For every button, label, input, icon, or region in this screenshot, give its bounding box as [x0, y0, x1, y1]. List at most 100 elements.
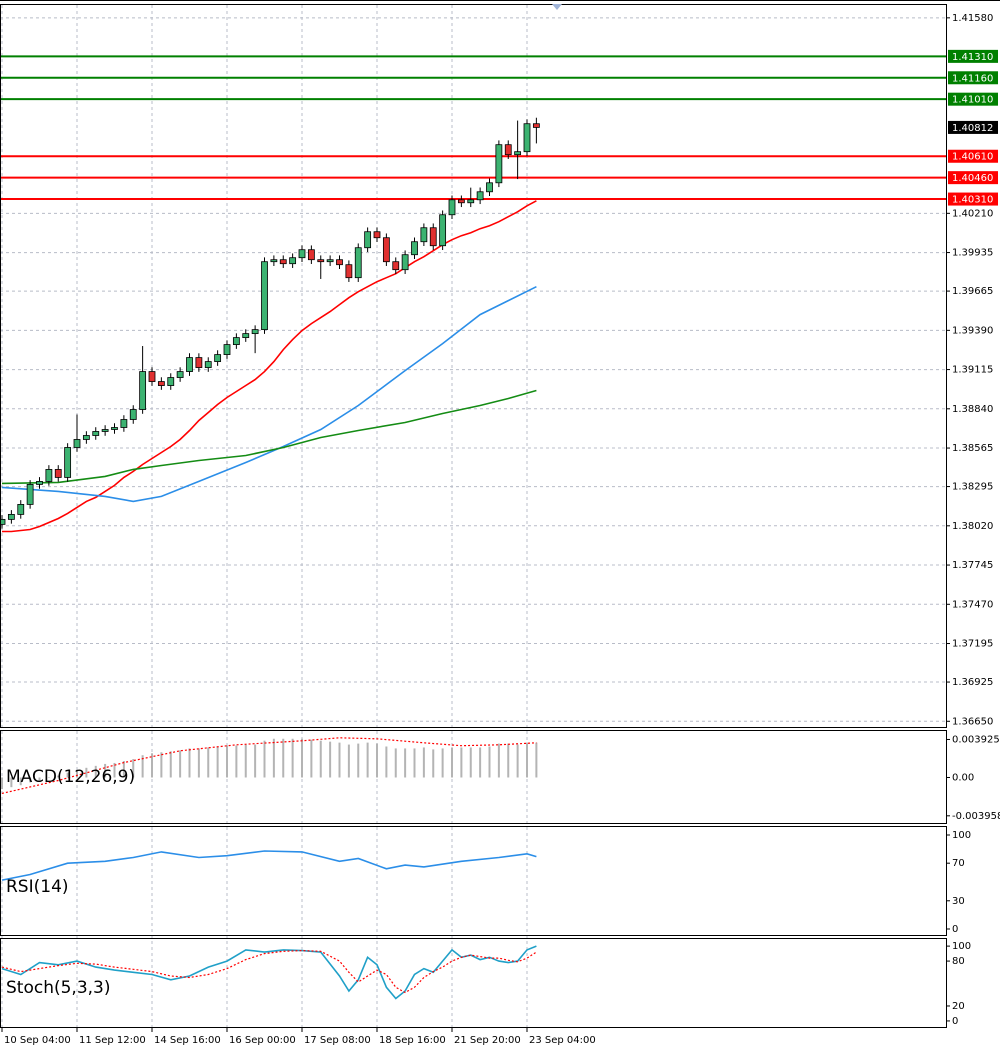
candle-body	[307, 249, 315, 261]
x-tick-label: 23 Sep 04:00	[529, 1035, 596, 1046]
candle-body	[429, 227, 437, 247]
macd-bar	[291, 738, 294, 778]
macd-bar	[347, 744, 350, 778]
candle-body	[467, 199, 475, 204]
macd-bar	[113, 762, 116, 778]
candle-body	[148, 371, 156, 382]
candle-body	[7, 513, 15, 520]
candle-body	[17, 504, 25, 515]
macd-bar	[507, 743, 510, 778]
candle-body	[186, 357, 193, 372]
pane-title: MACD(12,26,9)	[6, 767, 135, 787]
candle-body	[504, 144, 512, 156]
candle-body	[420, 227, 428, 243]
price-level-label: 1.40310	[952, 195, 993, 206]
macd-bar	[394, 748, 397, 778]
shift-marker	[552, 4, 562, 10]
candle-body	[54, 469, 62, 478]
y-tick-label: 20	[952, 1001, 965, 1012]
price-level-box	[948, 171, 998, 185]
macd-bar	[451, 747, 453, 778]
y-tick-label: 70	[952, 858, 965, 869]
candle-body	[111, 427, 118, 430]
macd-bar	[66, 772, 69, 778]
price-level-label: 1.41160	[952, 73, 993, 84]
macd-bar	[10, 777, 13, 788]
macd-bar	[282, 738, 285, 778]
y-tick-label: 30	[952, 896, 965, 907]
y-tick-label: 0	[952, 1016, 958, 1027]
macd-bar	[422, 747, 425, 778]
y-tick-label: 100	[952, 830, 971, 841]
y-tick-label: 80	[952, 956, 965, 967]
moving-average	[1, 285, 537, 503]
macd-bar	[76, 769, 78, 778]
y-tick-label: 100	[952, 941, 971, 952]
y-tick-label: 1.37745	[952, 560, 993, 571]
main-pane-frame	[0, 4, 947, 728]
macd-bar	[216, 746, 219, 778]
x-tick-label: 17 Sep 08:00	[304, 1035, 371, 1046]
candle-body	[223, 344, 231, 355]
macd-bar	[151, 753, 153, 778]
y-tick-label: 1.36650	[952, 716, 993, 727]
y-tick-label: 1.36925	[952, 677, 993, 688]
y-tick-label: 0.00	[952, 772, 974, 783]
candle-body	[139, 371, 147, 410]
candle-body	[195, 357, 203, 368]
last-price-label: 1.40812	[952, 123, 993, 134]
macd-bar	[197, 748, 200, 778]
price-level-label: 1.40460	[952, 173, 993, 184]
macd-bar	[38, 777, 41, 781]
macd-bar	[516, 744, 519, 778]
candle-body	[251, 329, 259, 335]
macd-bar	[404, 748, 407, 778]
price-level-label: 1.41010	[952, 95, 993, 106]
candle-body	[523, 123, 531, 153]
candle-body	[64, 447, 72, 478]
candle-body	[486, 182, 493, 193]
macd-bar	[460, 747, 463, 778]
macd-bar	[19, 777, 22, 786]
macd-bar	[535, 742, 538, 778]
macd-bar	[244, 744, 247, 778]
candle-body	[457, 199, 465, 204]
candle-body	[289, 257, 297, 265]
candle-body	[439, 214, 447, 247]
macd-bar	[338, 742, 341, 778]
macd-bar	[263, 740, 266, 778]
moving-average	[2, 200, 537, 533]
candle-body	[392, 261, 400, 271]
macd-bar	[432, 749, 435, 778]
y-tick-label: 1.39390	[952, 325, 993, 336]
mark-layer	[0, 55, 946, 1000]
x-tick-label: 11 Sep 12:00	[79, 1035, 146, 1046]
macd-bar	[226, 745, 228, 778]
price-level-label: 1.40610	[952, 152, 993, 163]
candle-body	[495, 144, 503, 184]
macd-bar	[319, 740, 322, 778]
candle-body	[261, 261, 268, 331]
y-tick-label: 1.38565	[952, 443, 993, 454]
x-tick-label: 21 Sep 20:00	[454, 1035, 521, 1046]
candle-body	[476, 191, 484, 201]
price-level-box	[948, 192, 998, 206]
pane-title: RSI(14)	[6, 877, 69, 897]
candle-body	[345, 264, 353, 279]
candle-body	[317, 259, 325, 263]
x-tick-label: 14 Sep 16:00	[154, 1035, 221, 1046]
macd-bar	[357, 743, 360, 778]
candle-body	[232, 337, 240, 345]
candle-body	[0, 518, 6, 525]
macd-bar	[497, 743, 500, 778]
y-tick-label: 0.003925	[952, 734, 1000, 745]
last-price-box	[948, 120, 998, 134]
candle-body	[36, 481, 43, 485]
y-tick-label: 1.39115	[952, 365, 993, 376]
candle-body	[382, 237, 390, 263]
macd-bar	[1, 777, 3, 790]
macd-bar	[132, 759, 135, 778]
candle-body	[157, 381, 165, 386]
y-tick-label: 1.38295	[952, 482, 993, 493]
macd-signal	[1, 737, 537, 794]
